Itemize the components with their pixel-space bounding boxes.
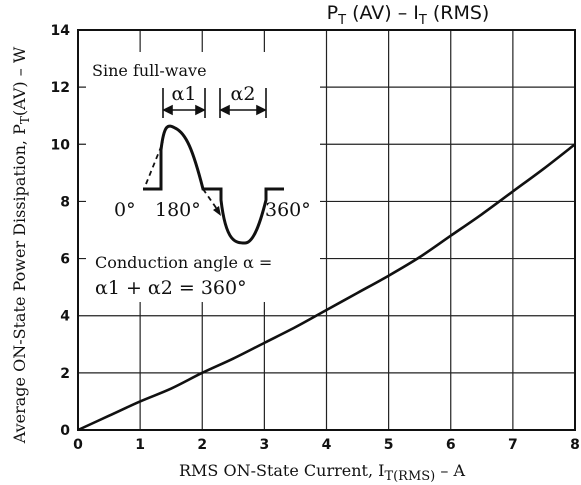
y-axis-label-main: Average ON-State Power Dissipation, P bbox=[10, 124, 29, 444]
x-tick-label-2: 2 bbox=[197, 437, 207, 453]
x-axis-label-unit: – A bbox=[435, 461, 465, 480]
x-tick-label-8: 8 bbox=[570, 437, 580, 453]
inset-conduction-line1: Conduction angle α = bbox=[95, 253, 272, 272]
title-mid: (AV) – I bbox=[346, 2, 419, 24]
x-tick-label-1: 1 bbox=[135, 437, 145, 453]
y-axis-label-end: (AV) – W bbox=[10, 46, 29, 116]
title-end: (RMS) bbox=[427, 2, 490, 24]
y-axis-label-sub: T bbox=[18, 116, 32, 124]
inset-angle-180: 180° bbox=[155, 199, 201, 221]
series-group bbox=[77, 143, 576, 432]
title-sub-t1: T bbox=[337, 13, 346, 28]
chart-title: PT (AV) – IT (RMS) bbox=[327, 2, 490, 28]
x-tick-label-5: 5 bbox=[384, 437, 394, 453]
inset-dimension-arrows bbox=[162, 88, 267, 118]
x-tick-label-7: 7 bbox=[508, 437, 518, 453]
x-axis-label-main: RMS ON-State Current, I bbox=[179, 461, 384, 480]
y-axis-label: Average ON-State Power Dissipation, PT(A… bbox=[10, 46, 32, 444]
y-tick-label-2: 4 bbox=[60, 309, 70, 325]
inset-background bbox=[86, 52, 320, 302]
inset-dashed-arrowhead bbox=[213, 206, 221, 216]
inset-waveform bbox=[143, 124, 284, 245]
y-tick-label-4: 8 bbox=[60, 194, 70, 210]
y-tick-label-3: 6 bbox=[60, 252, 70, 268]
inset-angle-0: 0° bbox=[114, 199, 136, 221]
plot-frame bbox=[77, 29, 576, 431]
inset-angle-360: 360° bbox=[265, 199, 311, 221]
y-tick-label-7: 14 bbox=[51, 23, 71, 39]
title-p: P bbox=[327, 2, 338, 24]
inset-waveform-label: Sine full-wave bbox=[92, 61, 207, 80]
inset-dashed-line-2 bbox=[202, 188, 220, 213]
x-tick-label-3: 3 bbox=[260, 437, 270, 453]
title-sub-t2: T bbox=[418, 13, 427, 28]
x-axis-label-sub: T(RMS) bbox=[384, 469, 435, 484]
y-tick-label-1: 2 bbox=[60, 366, 70, 382]
x-tick-label-6: 6 bbox=[446, 437, 456, 453]
inset-alpha2-label: α2 bbox=[231, 83, 256, 105]
inset-diagram: Sine full-wave α1 α2 0° 180° 360° Conduc… bbox=[86, 52, 320, 302]
inset-alpha1-label: α1 bbox=[172, 83, 197, 105]
inset-conduction-line2: α1 + α2 = 360° bbox=[95, 277, 247, 299]
y-tick-label-5: 10 bbox=[51, 137, 71, 153]
inset-dashed-line-1 bbox=[145, 141, 164, 185]
x-tick-label-0: 0 bbox=[73, 437, 83, 453]
series-line-0 bbox=[77, 143, 576, 432]
y-tick-label-0: 0 bbox=[60, 423, 70, 439]
x-axis-label: RMS ON-State Current, IT(RMS) – A bbox=[179, 461, 465, 484]
y-tick-label-6: 12 bbox=[51, 80, 70, 96]
x-tick-label-4: 4 bbox=[322, 437, 332, 453]
